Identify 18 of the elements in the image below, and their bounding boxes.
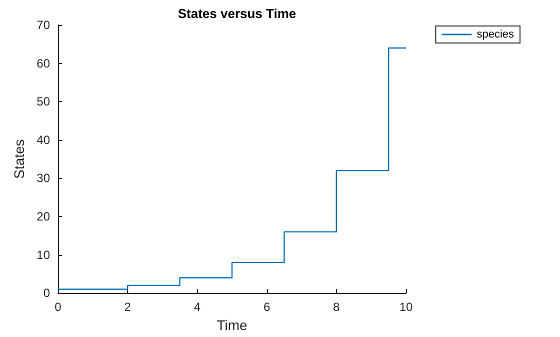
y-tick-label: 50 — [36, 94, 50, 109]
y-tick-label: 40 — [36, 132, 50, 147]
y-tick-label: 0 — [43, 286, 50, 300]
x-tick-label: 10 — [399, 300, 413, 314]
x-axis-title: Time — [216, 317, 248, 333]
x-tick-label: 8 — [333, 300, 340, 314]
y-tick-label: 60 — [36, 56, 50, 70]
x-tick-label: 0 — [54, 300, 62, 314]
legend-label: species — [476, 28, 514, 40]
y-axis-title: States — [10, 139, 27, 179]
chart-title: States versus Time — [178, 6, 296, 21]
y-tick-label: 70 — [36, 18, 50, 32]
y-tick-label: 20 — [36, 210, 50, 224]
x-tick-label: 6 — [263, 300, 270, 314]
x-tick-label: 2 — [124, 300, 132, 314]
y-tick-label: 10 — [36, 248, 50, 262]
x-tick-label: 4 — [194, 300, 201, 314]
y-tick-label: 30 — [36, 171, 50, 186]
